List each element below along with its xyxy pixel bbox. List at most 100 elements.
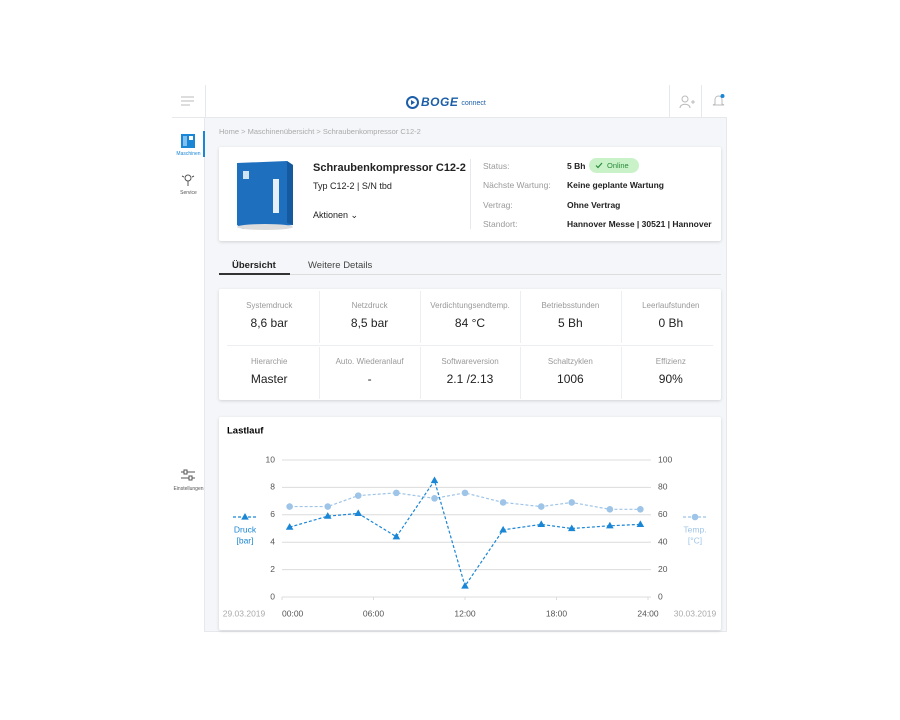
legend-unit: [bar] — [236, 535, 253, 545]
machines-icon[interactable] — [181, 134, 195, 148]
stat-value: 8,6 bar — [250, 316, 288, 330]
y2-tick-label: 0 — [658, 591, 663, 601]
chart-title: Lastlauf — [227, 426, 264, 437]
breadcrumb-item[interactable]: Maschinenübersicht — [247, 127, 315, 136]
stat-value: 1006 — [557, 372, 584, 386]
sidebar-active — [203, 131, 205, 157]
marker — [461, 582, 469, 589]
legend-marker — [241, 513, 249, 520]
col-divider — [319, 291, 321, 343]
stat-label: Betriebsstunden — [541, 301, 600, 310]
user-icon[interactable] — [679, 95, 695, 109]
breadcrumb: Home > Maschinenübersicht > Schraubenkom… — [219, 127, 421, 136]
stat-label: Hierarchie — [250, 357, 288, 366]
legend-unit: [°C] — [688, 535, 702, 545]
machine-type: Typ C12-2 | S/N tbd — [313, 181, 392, 191]
detail-value: Hannover Messe | 30521 | Hannover — [567, 218, 712, 229]
stat-cell: Schaltzyklen 1006 — [520, 345, 620, 401]
bell-icon[interactable] — [712, 93, 726, 108]
stat-label: Auto. Wiederanlauf — [335, 357, 404, 366]
marker — [430, 476, 439, 484]
actions-label[interactable]: Aktionen — [313, 210, 349, 220]
detail-value: Ohne Vertrag — [567, 199, 621, 210]
marker — [285, 523, 294, 530]
marker — [354, 509, 363, 517]
y-tick-label: 8 — [270, 482, 275, 492]
check-icon — [595, 162, 603, 169]
col-divider — [620, 347, 622, 399]
y-tick-label: 2 — [270, 564, 275, 574]
card-divider — [470, 159, 471, 229]
stat-label: Leerlaufstunden — [642, 301, 700, 310]
tab[interactable]: Weitere Details — [308, 260, 373, 271]
logo: BOGE connect — [406, 95, 486, 109]
service-icon[interactable] — [181, 173, 195, 187]
header-divider — [205, 85, 206, 118]
tab-underline — [219, 273, 290, 275]
col-divider — [319, 347, 321, 399]
detail-label: Nächste Wartung: — [483, 180, 551, 191]
stat-cell: Hierarchie Master — [219, 345, 319, 401]
col-divider — [419, 347, 421, 399]
stat-cell: Softwareversion 2.1 /2.13 — [419, 345, 520, 401]
header-divider — [701, 85, 702, 118]
series-line — [289, 479, 641, 588]
y-tick-label: 0 — [270, 591, 275, 601]
x-tick-label: 18:00 — [546, 608, 568, 618]
logo-text: BOGE — [421, 95, 459, 109]
legend-marker — [691, 513, 699, 521]
marker — [431, 495, 438, 502]
settings-icon[interactable] — [181, 469, 195, 481]
x-tick-label: 12:00 — [454, 608, 476, 618]
legend-name: Temp. — [683, 524, 706, 534]
detail-value: Keine geplante Wartung — [567, 180, 664, 191]
breadcrumb-item: Schraubenkompressor C12-2 — [322, 127, 421, 136]
stat-label: Schaltzyklen — [547, 357, 593, 366]
y2-tick-label: 60 — [658, 509, 668, 519]
stat-label: Netzdruck — [351, 301, 388, 310]
machine-card: Schraubenkompressor C12-2 Typ C12-2 | S/… — [219, 147, 721, 241]
sidebar-label[interactable]: Einstellungen — [173, 486, 204, 492]
chart-card: Lastlauf 0 2 4 6 8 10 0 20 40 60 80 100 00:00 06:00 12… — [219, 417, 721, 630]
logo-icon — [406, 95, 419, 109]
stat-label: Effizienz — [655, 357, 686, 366]
tab-active[interactable]: Übersicht — [232, 260, 276, 271]
sidebar-label[interactable]: Maschinen — [176, 151, 201, 157]
marker — [636, 520, 645, 527]
y-tick-label: 10 — [266, 454, 276, 464]
detail-value: 5 Bh — [567, 161, 586, 171]
marker — [323, 512, 332, 519]
sidebar-label[interactable]: Service — [180, 190, 197, 196]
marker — [324, 503, 332, 510]
stat-cell: Effizienz 90% — [620, 345, 721, 401]
stat-label: Softwareversion — [441, 357, 499, 366]
y2-tick-label: 40 — [658, 536, 668, 546]
detail-label: Standort: — [483, 218, 518, 229]
marker — [606, 506, 614, 513]
marker — [393, 489, 400, 497]
stat-value: 90% — [658, 372, 683, 386]
stat-label: Verdichtungsendtemp. — [430, 301, 510, 310]
y2-tick-label: 80 — [658, 482, 668, 492]
stat-value: 0 Bh — [658, 316, 684, 330]
col-divider — [419, 291, 421, 343]
marker — [392, 532, 401, 540]
marker — [537, 503, 545, 510]
stat-value: Master — [250, 372, 288, 386]
stat-value: 84 °C — [454, 316, 486, 330]
logo-sub: connect — [461, 100, 486, 107]
machine-image — [237, 161, 293, 230]
machine-name: Schraubenkompressor C12-2 — [313, 162, 466, 174]
actions-button[interactable]: Aktionen ⌄ — [313, 210, 359, 220]
x-tick-label: 00:00 — [282, 608, 304, 618]
y-tick-label: 6 — [270, 509, 275, 519]
menu-icon[interactable] — [181, 96, 195, 106]
stat-value: 5 Bh — [558, 316, 583, 330]
detail-label: Status: — [483, 161, 510, 171]
breadcrumb-item[interactable]: Home — [219, 127, 240, 136]
col-divider — [520, 291, 522, 343]
stat-cell: Betriebsstunden 5 Bh — [520, 289, 620, 345]
status-badge: Online — [589, 158, 639, 173]
